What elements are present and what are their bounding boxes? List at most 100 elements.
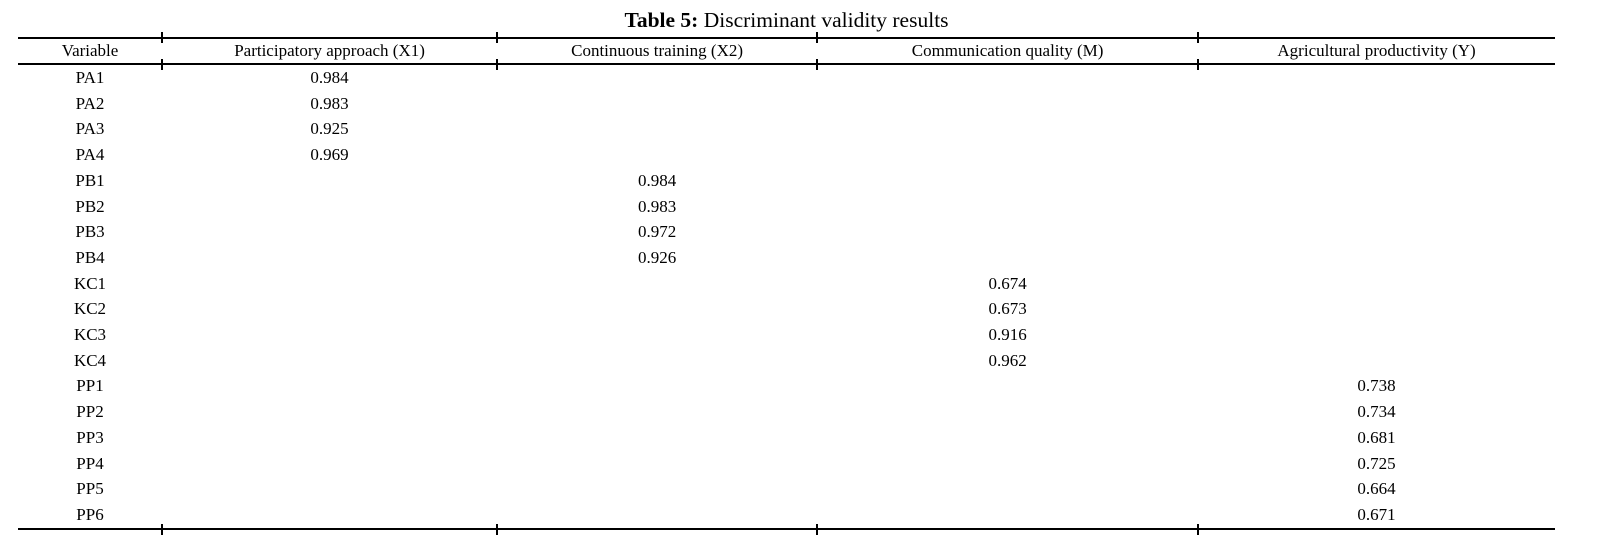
loading-value-cell [1198, 348, 1555, 374]
loading-value-cell [497, 399, 817, 425]
variable-cell: PA4 [75, 145, 105, 165]
loading-value-cell [1198, 168, 1555, 194]
loading-value-cell [162, 245, 497, 271]
loading-value-cell [497, 271, 817, 297]
loading-value-cell [1198, 219, 1555, 245]
loading-value-cell [817, 194, 1198, 220]
table-row: KC2 0.673 [18, 296, 1555, 322]
loading-value-cell: 0.972 [637, 222, 677, 242]
loading-value-cell [162, 373, 497, 399]
loading-value-cell [162, 425, 497, 451]
table-row: PP2 0.734 [18, 399, 1555, 425]
table-title-label: Table 5: [624, 8, 699, 32]
table-row: PP6 0.671 [18, 501, 1555, 535]
variable-cell: PB2 [75, 196, 105, 216]
loading-value-cell: 0.664 [1357, 479, 1396, 499]
loading-value-cell [1198, 322, 1555, 348]
loading-value-cell [497, 451, 817, 477]
loading-value-cell: 0.916 [988, 325, 1027, 345]
loading-value-cell: 0.734 [1357, 402, 1396, 422]
column-header-continuous-training: Continuous training (X2) [496, 33, 818, 71]
loading-value-cell [162, 322, 497, 348]
variable-cell: KC3 [73, 325, 107, 345]
loading-value-cell [816, 501, 1199, 535]
loading-value-cell: 0.738 [1357, 376, 1396, 396]
variable-cell: PA2 [75, 93, 105, 113]
variable-cell: PP5 [76, 479, 104, 499]
loading-value-cell [817, 168, 1198, 194]
loading-value-cell [162, 348, 497, 374]
loading-value-cell: 0.725 [1357, 453, 1396, 473]
table-row: PA2 0.983 [18, 91, 1555, 117]
loading-value-cell: 0.926 [637, 247, 677, 267]
table-title-text: Discriminant validity results [703, 8, 949, 32]
variable-cell: PP4 [76, 453, 104, 473]
loading-value-cell: 0.983 [637, 196, 677, 216]
variable-cell: PB4 [75, 247, 105, 267]
loading-value-cell [1198, 64, 1555, 91]
table-row: PB1 0.984 [18, 168, 1555, 194]
loading-value-cell [1198, 245, 1555, 271]
loading-value-cell [1198, 296, 1555, 322]
loading-value-cell [817, 425, 1198, 451]
loading-value-cell [497, 296, 817, 322]
loading-value-cell [817, 476, 1198, 502]
loading-value-cell [497, 373, 817, 399]
loading-value-cell [162, 168, 497, 194]
loading-value-cell [817, 91, 1198, 117]
loading-value-cell [496, 501, 818, 535]
table-body: PA1 0.984 PA2 0.983 PA3 0.925 PA4 0.969 PB1 0.984… [18, 64, 1555, 535]
loading-value-cell [817, 373, 1198, 399]
variable-cell: PP1 [76, 376, 104, 396]
variable-cell: PB3 [75, 222, 105, 242]
variable-cell: PP6 [18, 501, 163, 530]
loading-value-cell [497, 476, 817, 502]
loading-value-cell [817, 142, 1198, 168]
variable-cell: PP2 [76, 402, 104, 422]
loading-value-cell: 0.969 [310, 145, 349, 165]
loading-value-cell [817, 64, 1198, 91]
loading-value-cell [497, 91, 817, 117]
loading-value-cell [162, 219, 497, 245]
loading-value-cell [497, 322, 817, 348]
table-row: PP4 0.725 [18, 451, 1555, 477]
loading-value-cell [1198, 271, 1555, 297]
loading-value-cell [1198, 142, 1555, 168]
column-header-communication-quality: Communication quality (M) [816, 33, 1199, 71]
column-header-participatory-approach: Participatory approach (X1) [161, 33, 498, 71]
loading-value-cell [162, 194, 497, 220]
header-row: Variable Participatory approach (X1) Con… [18, 33, 1555, 71]
loading-value-cell: 0.983 [310, 93, 349, 113]
loading-value-cell [162, 399, 497, 425]
table-row: PP1 0.738 [18, 373, 1555, 399]
table-row: PP3 0.681 [18, 425, 1555, 451]
variable-cell: PA3 [75, 119, 105, 139]
loading-value-cell: 0.984 [637, 170, 677, 190]
loading-value-cell [497, 425, 817, 451]
variable-cell: PP3 [76, 427, 104, 447]
table-row: PP5 0.664 [18, 476, 1555, 502]
table-row: PA3 0.925 [18, 116, 1555, 142]
table-row: KC4 0.962 [18, 348, 1555, 374]
loading-value-cell: 0.673 [988, 299, 1027, 319]
table-row: KC3 0.916 [18, 322, 1555, 348]
loading-value-cell [161, 501, 498, 535]
loading-value-cell [817, 245, 1198, 271]
loading-value-cell: 0.681 [1357, 427, 1396, 447]
loading-value-cell: 0.962 [988, 350, 1027, 370]
loading-value-cell [1198, 194, 1555, 220]
loading-value-cell [497, 348, 817, 374]
loading-value-cell: 0.671 [1197, 501, 1555, 535]
table-row: PB3 0.972 [18, 219, 1555, 245]
loading-value-cell: 0.674 [988, 273, 1027, 293]
loading-value-cell [497, 116, 817, 142]
loading-value-cell [162, 451, 497, 477]
variable-cell: KC1 [73, 273, 107, 293]
loading-value-cell [162, 271, 497, 297]
variable-cell: PA1 [75, 68, 105, 87]
column-header-variable: Variable [18, 37, 163, 65]
loading-value-cell [817, 451, 1198, 477]
loading-value-cell [817, 399, 1198, 425]
table-row: PA4 0.969 [18, 142, 1555, 168]
